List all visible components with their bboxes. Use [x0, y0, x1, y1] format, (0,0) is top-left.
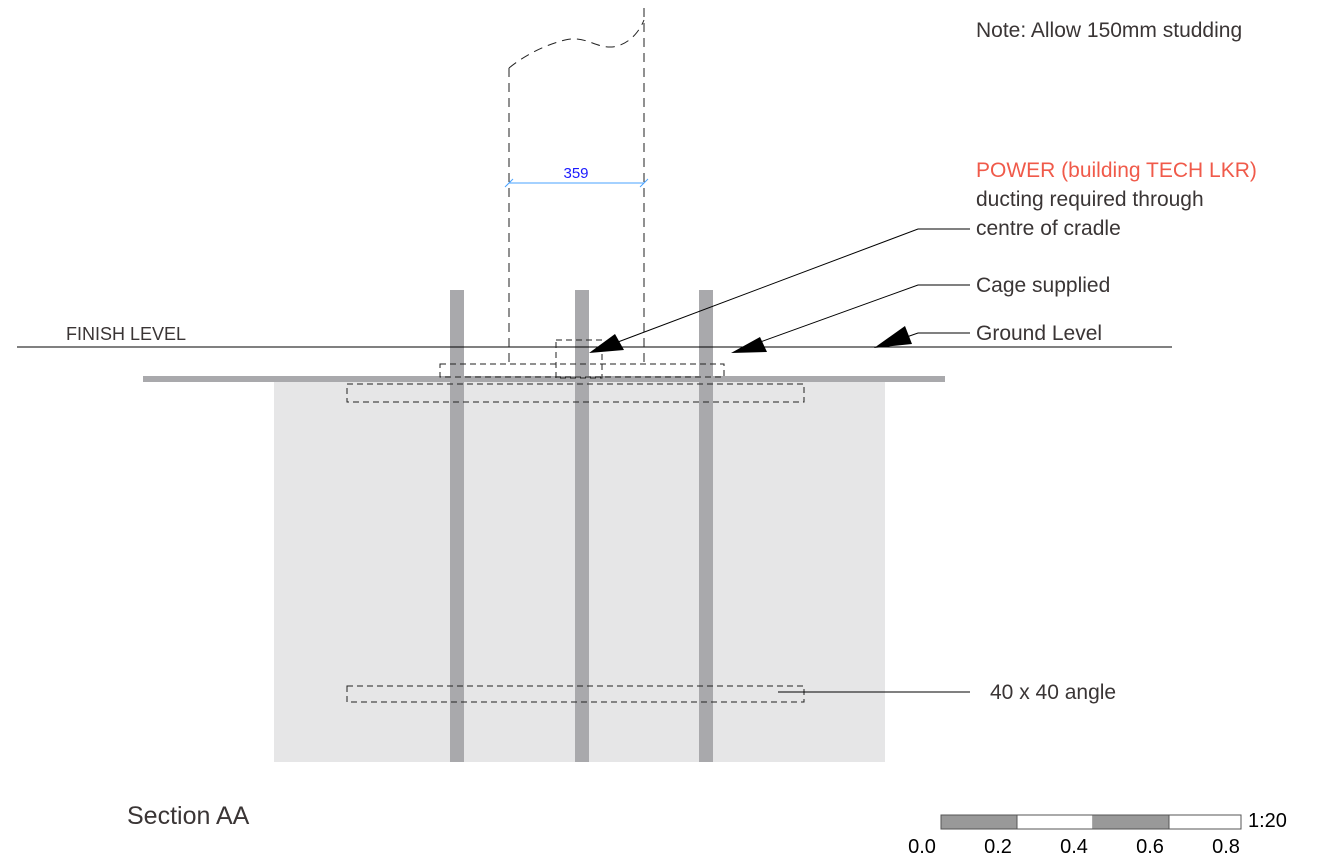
scale-tick-3: 0.6 [1136, 836, 1164, 858]
power-label: POWER (building TECH LKR) [976, 159, 1257, 182]
dimension-value: 359 [563, 165, 588, 182]
base-plate [143, 376, 945, 382]
angle-label: 40 x 40 angle [990, 681, 1116, 704]
finish-level-label: FINISH LEVEL [66, 324, 186, 344]
stud-centre [575, 290, 589, 762]
scale-tick-4: 0.8 [1212, 836, 1240, 858]
note-text: Note: Allow 150mm studding [976, 19, 1242, 42]
scale-tick-1: 0.2 [984, 836, 1012, 858]
cage-leader [731, 284, 970, 353]
upper-angle [346, 383, 805, 403]
power-leader [589, 228, 970, 353]
scale-ratio: 1:20 [1248, 810, 1287, 832]
lower-angle [346, 685, 805, 703]
scale-tick-0: 0.0 [908, 836, 936, 858]
ground-leader [874, 326, 970, 348]
stud-left [450, 290, 464, 762]
power-detail-line2: centre of cradle [976, 217, 1121, 240]
scale-bar [940, 814, 1242, 830]
dimension-line [504, 178, 649, 188]
power-detail-line1: ducting required through [976, 188, 1204, 211]
cradle-plate [439, 363, 725, 378]
post-outline [508, 8, 645, 366]
stud-right [699, 290, 713, 762]
section-title: Section AA [127, 802, 250, 830]
scale-tick-2: 0.4 [1060, 836, 1088, 858]
power-duct [555, 339, 603, 379]
cage-label: Cage supplied [976, 274, 1110, 297]
ground-level-label: Ground Level [976, 322, 1102, 345]
